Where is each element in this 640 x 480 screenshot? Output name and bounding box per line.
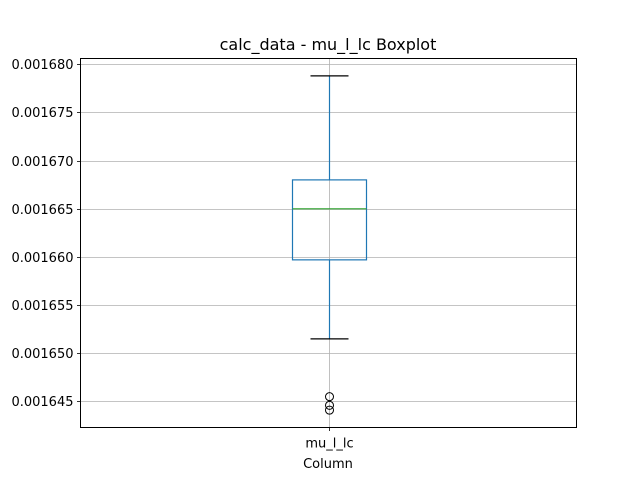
y-tick-label: 0.001650 (11, 347, 73, 362)
plot-area-frame (80, 58, 577, 428)
box-layer (291, 75, 368, 415)
chart-title: calc_data - mu_l_lc Boxplot (220, 35, 437, 55)
outlier-point (325, 392, 334, 402)
y-tick-label: 0.001645 (11, 395, 73, 410)
outlier-point (325, 405, 334, 415)
y-tick-label: 0.001665 (11, 203, 73, 218)
grid-lines (80, 58, 577, 428)
y-tick-label: 0.001675 (11, 106, 73, 121)
y-tick-label: 0.001680 (11, 58, 73, 73)
x-axis-label: Column (303, 457, 353, 472)
axis-layer: 0.001645 0.001650 0.001655 0.001660 0.001665… (11, 58, 353, 452)
x-tick-label: mu_l_lc (305, 437, 353, 452)
y-tick-label: 0.001660 (11, 251, 73, 266)
outlier-point (325, 400, 334, 410)
iqr-box (291, 179, 368, 261)
y-tick-label: 0.001670 (11, 155, 73, 170)
y-tick-label: 0.001655 (11, 299, 73, 314)
